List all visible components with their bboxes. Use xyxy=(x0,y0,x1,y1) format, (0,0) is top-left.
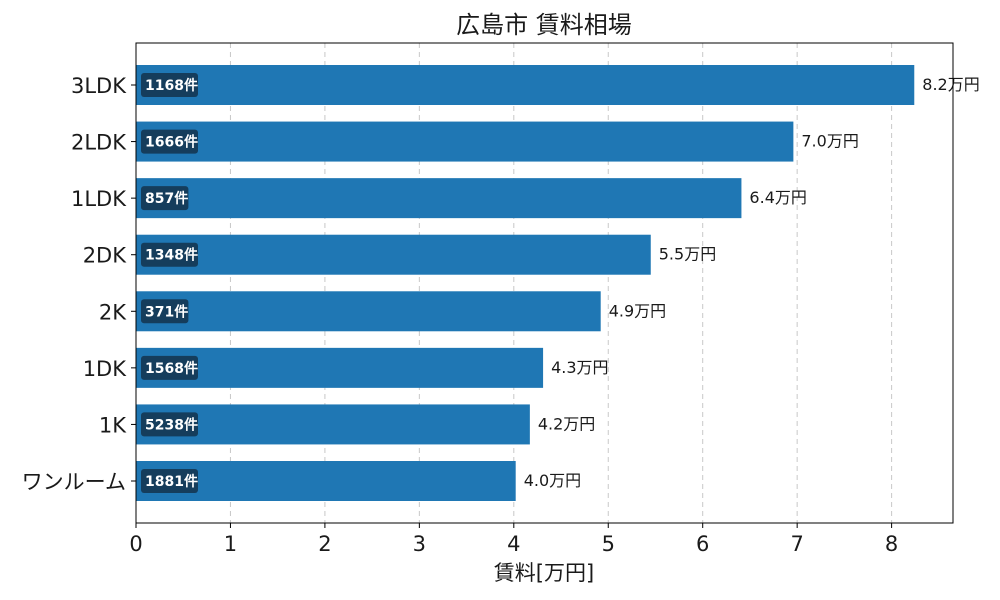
value-label: 4.9万円 xyxy=(609,301,666,320)
value-label: 7.0万円 xyxy=(801,132,858,151)
count-badge xyxy=(141,355,198,380)
count-label: 1666件 xyxy=(145,134,198,151)
count-badge xyxy=(141,299,189,324)
category-label: 2K xyxy=(99,300,127,324)
value-label: 4.2万円 xyxy=(538,414,595,433)
count-badge xyxy=(141,73,198,97)
count-badge xyxy=(141,469,198,493)
count-label: 1348件 xyxy=(145,247,198,264)
count-label: 1881件 xyxy=(145,473,198,490)
x-tick-label: 6 xyxy=(696,532,709,556)
category-label: 2DK xyxy=(83,244,128,268)
count-label: 1568件 xyxy=(145,360,198,377)
category-label: ワンルーム xyxy=(22,470,126,494)
count-badge xyxy=(141,186,189,211)
x-tick-label: 8 xyxy=(885,532,898,556)
bar xyxy=(136,65,915,105)
x-tick-label: 3 xyxy=(413,532,426,556)
bar xyxy=(136,291,601,332)
count-badge xyxy=(141,412,198,437)
bar xyxy=(136,121,794,162)
value-label: 4.0万円 xyxy=(524,471,581,490)
x-axis-ticks: 0 1 2 3 4 5 6 7 8 xyxy=(129,523,898,556)
bar xyxy=(136,461,516,501)
count-label: 371件 xyxy=(145,303,188,320)
category-label: 3LDK xyxy=(71,74,127,98)
count-badge xyxy=(141,129,198,154)
x-axis-label: 賃料[万円] xyxy=(494,561,594,585)
count-label: 1168件 xyxy=(145,77,198,94)
bar xyxy=(136,347,544,388)
y-axis-categories: 3LDK 2LDK 1LDK 2DK 2K 1DK 1K ワンルーム xyxy=(22,74,136,494)
count-badge xyxy=(141,242,198,267)
x-tick-label: 1 xyxy=(224,532,237,556)
bar xyxy=(136,404,530,445)
value-label: 5.5万円 xyxy=(659,245,716,264)
count-label: 5238件 xyxy=(145,416,198,433)
x-tick-label: 0 xyxy=(129,532,142,556)
value-label: 4.3万円 xyxy=(551,358,608,377)
count-label: 857件 xyxy=(145,190,188,207)
category-label: 1K xyxy=(99,413,127,437)
value-label: 8.2万円 xyxy=(922,75,979,94)
value-label: 6.4万円 xyxy=(749,188,806,207)
category-label: 1LDK xyxy=(71,187,127,211)
bar xyxy=(136,234,651,275)
bar xyxy=(136,178,742,219)
x-tick-label: 7 xyxy=(790,532,803,556)
category-label: 2LDK xyxy=(71,131,127,155)
x-tick-label: 4 xyxy=(507,532,520,556)
category-label: 1DK xyxy=(83,357,128,381)
plot-frame xyxy=(135,42,954,524)
bars: 1168件 8.2万円 1666件 7.0万円 857件 6.4万円 1348件 5.5万円 3… xyxy=(136,65,980,501)
grid-lines xyxy=(229,43,893,523)
x-tick-label: 5 xyxy=(602,532,615,556)
chart-title: 広島市 賃料相場 xyxy=(456,11,632,39)
x-tick-label: 2 xyxy=(318,532,331,556)
